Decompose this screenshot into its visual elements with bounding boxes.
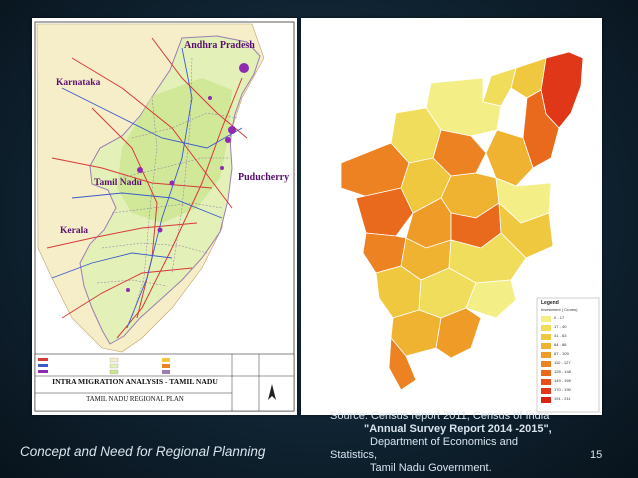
andhra-pradesh-label: Andhra Pradesh [184,40,255,51]
legend-item: 110 - 127 [541,360,596,368]
legend-label: 41 - 63 [554,333,567,338]
map-subtitle: TAMIL NADU REGIONAL PLAN [86,396,184,403]
legend-label: 64 - 86 [554,342,567,347]
legend-item: 17 - 40 [541,324,596,332]
source-line-5: Tamil Nadu Government. [370,462,492,474]
legend-item: 64 - 86 [541,342,596,350]
legend-swatch [541,316,551,322]
legend-label: 149 - 169 [554,378,571,383]
legend-label: 110 - 127 [554,360,571,365]
legend-swatch [541,325,551,331]
source-citation: Source: Census report 2011, Census of In… [330,410,570,475]
source-line-2: "Annual Survey Report 2014 -2015", [364,423,552,435]
source-line-3: Department of Economics and [370,436,518,448]
karnataka-label: Karnataka [56,78,101,88]
legend-item: 128 - 148 [541,369,596,377]
legend-swatch [541,343,551,349]
legend-label: 0 - 17 [554,315,565,320]
legend-subtitle: Investment ( Crores) [541,307,578,312]
legend-label: 17 - 40 [554,324,567,329]
legend-item: 191 - 211 [541,396,596,404]
legend-item: 0 - 17 [541,315,596,323]
source-line-1: Source: Census report 2011, Census of In… [330,410,550,422]
tamil-nadu-label: Tamil Nadu [94,178,142,188]
source-line-4: Statistics, [330,449,378,461]
footer-title: Concept and Need for Regional Planning [20,444,266,459]
legend-item: 170 - 190 [541,387,596,395]
legend-label: 87 - 109 [554,351,569,356]
investment-choropleth-map: Legend Investment ( Crores) 0 - 17 17 - … [301,18,602,415]
puducherry-label: Puducherry [238,172,290,183]
map-title: INTRA MIGRATION ANALYSIS - TAMIL NADU [52,377,218,386]
legend-title: Legend [541,300,559,306]
legend-swatch [541,379,551,385]
legend-label: 191 - 211 [554,396,571,401]
regional-plan-map: Andhra Pradesh Karnataka Tamil Nadu Pudu… [32,18,297,415]
legend-swatch [541,397,551,403]
legend-swatch [541,370,551,376]
kerala-label: Kerala [60,226,88,236]
legend-swatch [541,388,551,394]
legend-swatch [541,334,551,340]
page-number: 15 [590,449,603,461]
legend-label: 128 - 148 [554,369,571,374]
legend-item: 149 - 169 [541,378,596,386]
regional-plan-map-graphic [34,21,295,412]
legend-swatch [541,352,551,358]
legend-label: 170 - 190 [554,387,571,392]
legend-swatch [541,361,551,367]
legend-item: 87 - 109 [541,351,596,359]
legend-item: 41 - 63 [541,333,596,341]
